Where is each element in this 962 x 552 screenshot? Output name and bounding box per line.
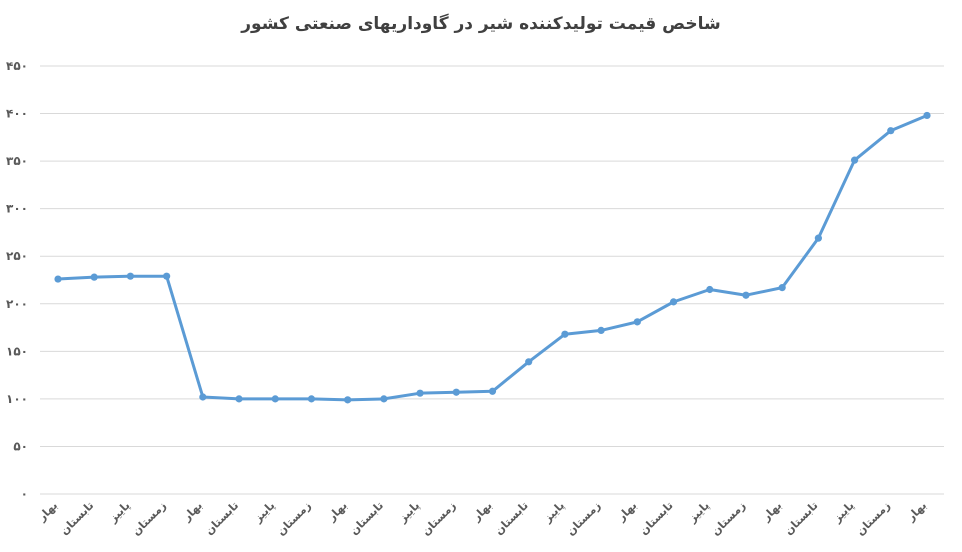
x-tick-label: بهار [904, 499, 929, 524]
y-tick-label: ۱۰۰ [6, 392, 28, 406]
data-point [271, 395, 279, 403]
y-tick-label: ۴۰۰ [6, 107, 28, 121]
data-point [850, 156, 859, 164]
x-tick-label: تابستان [492, 499, 531, 538]
x-tick-label: زمستان [854, 499, 893, 538]
data-point [633, 318, 641, 326]
data-point [307, 395, 316, 403]
x-tick-label: بهار [469, 499, 494, 524]
data-point [706, 285, 714, 294]
data-point [416, 389, 424, 397]
data-point [561, 330, 569, 338]
x-tick-label: زمستان [709, 499, 748, 538]
x-tick-label: پاییز [251, 499, 278, 526]
data-point [597, 326, 605, 335]
data-point [54, 275, 62, 283]
data-point [452, 388, 460, 396]
y-tick-label: ۱۵۰ [6, 344, 28, 358]
x-tick-label: بهار [614, 499, 639, 524]
series-line [56, 113, 929, 402]
x-tick-label: بهار [759, 499, 784, 524]
x-tick-label: پاییز [685, 499, 712, 526]
x-tick-label: تابستان [58, 499, 97, 538]
y-tick-label: ۲۵۰ [6, 249, 28, 263]
x-tick-label: پاییز [106, 499, 133, 526]
y-tick-label: ۰ [21, 487, 28, 501]
x-tick-label: بهار [324, 499, 349, 524]
y-tick-label: ۳۵۰ [6, 154, 28, 168]
data-point [923, 111, 931, 120]
x-tick-label: زمستان [274, 499, 313, 538]
x-tick-label: زمستان [419, 499, 458, 538]
data-point [163, 272, 171, 280]
x-tick-label: بهار [35, 499, 60, 524]
data-point [344, 396, 352, 404]
x-tick-label: بهار [180, 499, 205, 524]
data-point [887, 127, 895, 135]
y-tick-label: ۵۰ [13, 439, 28, 453]
x-tick-label: تابستان [203, 499, 242, 538]
data-point [199, 393, 207, 401]
data-point [669, 298, 678, 306]
chart-title: شاخص قیمت تولیدکننده شیر در گاوداریهای ص… [241, 14, 721, 34]
y-tick-label: ۲۰۰ [6, 297, 28, 311]
data-point [380, 395, 388, 403]
data-point [814, 234, 822, 242]
data-point [235, 395, 243, 403]
x-tick-label: تابستان [347, 499, 386, 538]
data-point [488, 387, 497, 395]
x-tick-label: تابستان [782, 499, 821, 538]
data-point [90, 273, 98, 281]
x-tick-label: تابستان [637, 499, 676, 538]
x-tick-label: پاییز [830, 499, 857, 526]
data-point [742, 291, 750, 299]
x-tick-label: زمستان [564, 499, 603, 538]
data-point [126, 272, 135, 280]
x-tick-label: پاییز [540, 499, 567, 526]
data-point [778, 284, 786, 292]
data-point [525, 358, 533, 366]
y-tick-label: ۴۵۰ [6, 59, 28, 73]
x-tick-label: زمستان [130, 499, 169, 538]
y-tick-label: ۳۰۰ [6, 202, 28, 216]
x-tick-label: پاییز [396, 499, 423, 526]
